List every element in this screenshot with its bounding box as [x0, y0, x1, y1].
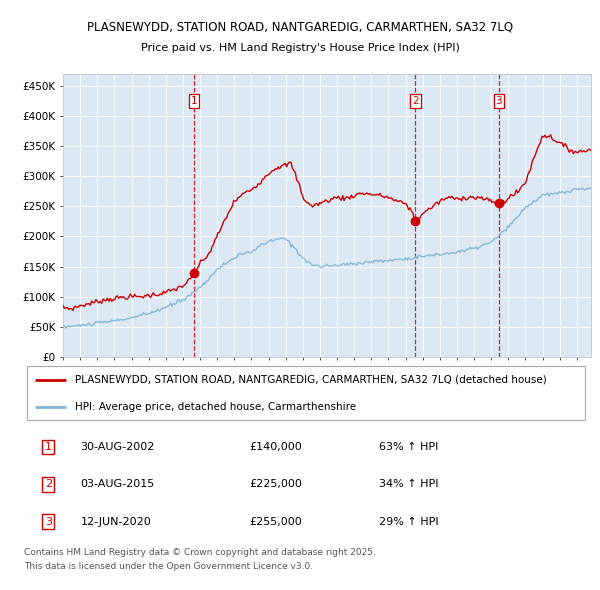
Text: HPI: Average price, detached house, Carmarthenshire: HPI: Average price, detached house, Carm…: [75, 402, 356, 412]
Text: 30-AUG-2002: 30-AUG-2002: [80, 442, 155, 452]
Text: 2: 2: [44, 479, 52, 489]
Text: 3: 3: [496, 96, 502, 106]
Text: This data is licensed under the Open Government Licence v3.0.: This data is licensed under the Open Gov…: [24, 562, 313, 571]
Text: 03-AUG-2015: 03-AUG-2015: [80, 479, 155, 489]
Text: Contains HM Land Registry data © Crown copyright and database right 2025.: Contains HM Land Registry data © Crown c…: [24, 548, 376, 556]
Text: PLASNEWYDD, STATION ROAD, NANTGAREDIG, CARMARTHEN, SA32 7LQ (detached house): PLASNEWYDD, STATION ROAD, NANTGAREDIG, C…: [75, 375, 547, 385]
Text: 29% ↑ HPI: 29% ↑ HPI: [379, 517, 439, 527]
Text: 12-JUN-2020: 12-JUN-2020: [80, 517, 151, 527]
Text: 63% ↑ HPI: 63% ↑ HPI: [379, 442, 439, 452]
Text: £225,000: £225,000: [250, 479, 302, 489]
Text: 2: 2: [412, 96, 419, 106]
Text: 34% ↑ HPI: 34% ↑ HPI: [379, 479, 439, 489]
Text: Price paid vs. HM Land Registry's House Price Index (HPI): Price paid vs. HM Land Registry's House …: [140, 44, 460, 53]
Text: 1: 1: [191, 96, 197, 106]
FancyBboxPatch shape: [27, 366, 585, 419]
Text: PLASNEWYDD, STATION ROAD, NANTGAREDIG, CARMARTHEN, SA32 7LQ: PLASNEWYDD, STATION ROAD, NANTGAREDIG, C…: [87, 20, 513, 33]
Text: £255,000: £255,000: [250, 517, 302, 527]
Text: 1: 1: [45, 442, 52, 452]
Text: £140,000: £140,000: [250, 442, 302, 452]
Text: 3: 3: [45, 517, 52, 527]
